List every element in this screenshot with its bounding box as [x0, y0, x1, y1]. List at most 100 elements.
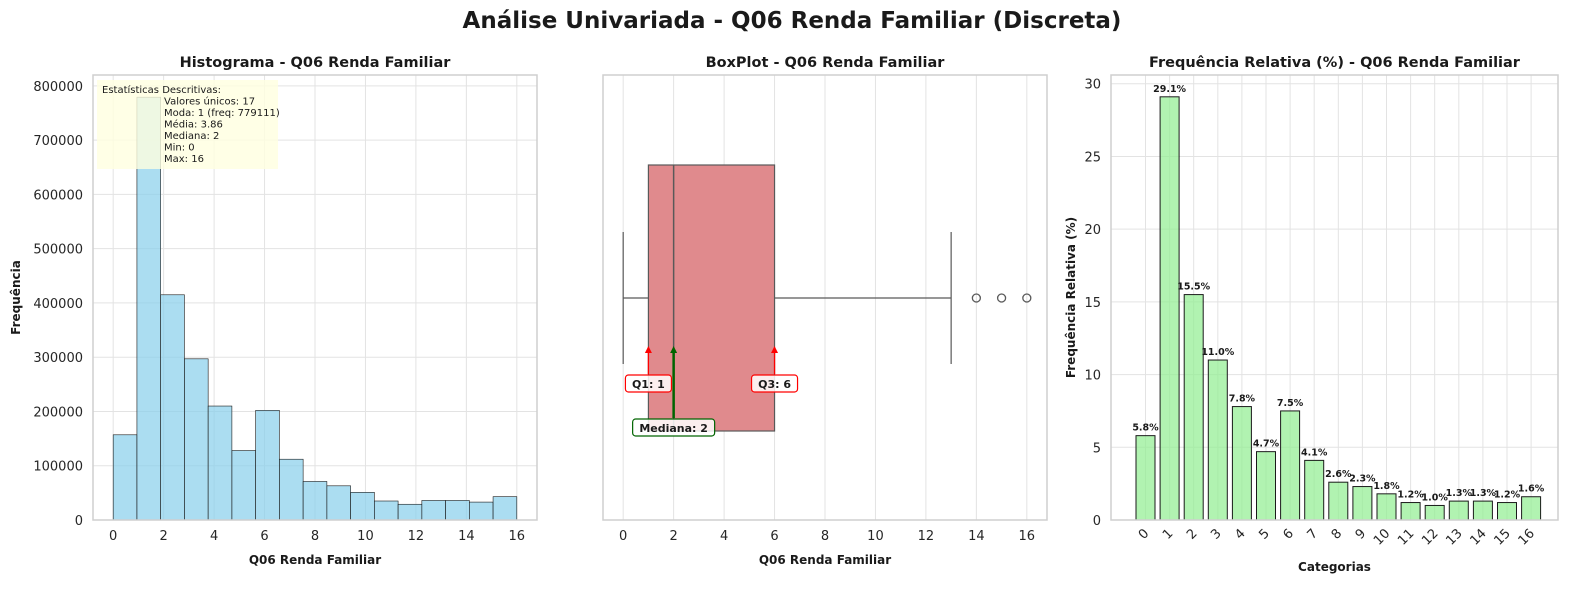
panel-title: Frequência Relativa (%) - Q06 Renda Fami… [1149, 55, 1521, 71]
y-tick-label: 700000 [33, 134, 83, 149]
relative-frequency-panel: 5.8%29.1%15.5%11.0%7.8%4.7%7.5%4.1%2.6%2… [1064, 55, 1559, 574]
x-axis-label: Q06 Renda Familiar [759, 553, 891, 567]
x-tick-label: 16 [1019, 529, 1036, 544]
relative-frequency-bar [1497, 502, 1517, 521]
relative-frequency-bar [1352, 486, 1373, 521]
bar-data-label: 1.6% [1518, 484, 1545, 495]
x-tick-label: 0 [109, 529, 117, 544]
x-tick-label: 1 [1160, 526, 1176, 542]
relative-frequency-bar [1304, 459, 1325, 521]
relative-frequency-bar [1256, 451, 1276, 521]
relative-frequency-bar [1207, 359, 1228, 521]
y-tick-label: 5 [1093, 441, 1101, 456]
bar-data-label: 4.1% [1301, 447, 1328, 458]
histogram-bar [469, 501, 494, 521]
histogram-bar [421, 500, 446, 521]
bar-data-label: 1.8% [1373, 481, 1400, 492]
x-tick-label: 10 [1371, 526, 1393, 548]
stats-box-line: Média: 3.86 [164, 119, 223, 131]
y-tick-label: 20 [1084, 223, 1101, 238]
y-tick-label: 600000 [33, 188, 83, 203]
x-tick-label: 3 [1208, 526, 1224, 542]
x-tick-label: 12 [408, 529, 425, 544]
relative-frequency-bar [1400, 502, 1421, 521]
relative-frequency-bar [1521, 496, 1542, 521]
y-tick-label: 0 [75, 514, 83, 529]
plot-frame [92, 74, 538, 521]
bar-data-label: 1.2% [1397, 490, 1424, 501]
histogram-bar [350, 492, 375, 521]
relative-frequency-bar [1183, 294, 1204, 521]
x-tick-label: 15 [1492, 526, 1514, 548]
stats-box-line: Max: 16 [164, 154, 204, 165]
x-tick-label: 14 [1467, 526, 1489, 548]
median-annotation-arrowhead [670, 346, 678, 353]
y-axis-label: Frequência [9, 260, 23, 335]
bar-data-label: 29.1% [1153, 84, 1186, 95]
stats-box-line: Mediana: 2 [164, 131, 219, 142]
bar-data-label: 7.8% [1229, 394, 1256, 405]
histogram-bar [397, 503, 423, 521]
y-tick-label: 300000 [33, 351, 83, 366]
y-tick-label: 10 [1084, 369, 1101, 384]
x-tick-label: 2 [1184, 526, 1200, 542]
figure-title: Análise Univariada - Q06 Renda Familiar … [463, 8, 1122, 34]
histogram-bar [112, 434, 138, 521]
histogram-bar [445, 500, 470, 521]
outlier-point [971, 293, 982, 303]
bar-data-label: 1.2% [1494, 490, 1521, 501]
x-tick-label: 13 [1443, 526, 1465, 548]
bar-data-label: 2.6% [1325, 469, 1352, 480]
histogram-bar [492, 496, 518, 521]
histogram-bar [302, 481, 328, 521]
x-tick-label: 4 [1232, 526, 1248, 542]
x-tick-label: 12 [918, 529, 935, 544]
stats-box [97, 80, 278, 169]
y-tick-label: 0 [1093, 514, 1101, 529]
outlier-point [996, 293, 1007, 303]
x-tick-label: 0 [1136, 526, 1152, 542]
relative-frequency-bar [1448, 500, 1469, 521]
histogram-bar [255, 410, 280, 521]
relative-frequency-bar [1376, 493, 1397, 521]
x-tick-label: 8 [311, 529, 319, 544]
y-tick-label: 30 [1084, 78, 1101, 93]
bar-data-label: 1.0% [1422, 492, 1449, 503]
x-tick-label: 16 [1516, 526, 1538, 548]
x-tick-label: 6 [1280, 526, 1296, 542]
panel-title: BoxPlot - Q06 Renda Familiar [706, 55, 946, 71]
x-axis-label: Categorias [1298, 560, 1371, 574]
q1-annotation-arrowhead [644, 346, 652, 353]
plot-frame [1110, 74, 1559, 521]
x-tick-label: 0 [619, 529, 627, 544]
x-tick-label: 10 [357, 529, 374, 544]
q1-annotation-label: Q1: 1 [632, 378, 665, 391]
x-tick-label: 7 [1305, 526, 1321, 542]
median-annotation-label: Mediana: 2 [639, 422, 708, 435]
outlier-point [1022, 293, 1032, 303]
relative-frequency-bar [1328, 481, 1349, 521]
y-tick-label: 800000 [33, 80, 83, 95]
histogram-bar [184, 358, 209, 521]
relative-frequency-bar [1472, 500, 1493, 521]
x-axis-label: Q06 Renda Familiar [249, 553, 381, 567]
x-tick-label: 4 [210, 529, 218, 544]
bar-data-label: 15.5% [1177, 282, 1210, 293]
bar-data-label: 7.5% [1277, 398, 1304, 409]
histogram-bar [207, 405, 233, 521]
x-tick-label: 2 [669, 529, 677, 544]
histogram-bar [231, 450, 256, 521]
q3-annotation-arrowhead [771, 346, 779, 353]
boxplot-panel: Q1: 1 Mediana: 2 Q3: 6 0 2 4 6 8 10 12 14 16 BoxPlot… [602, 55, 1048, 567]
stats-box-line: Moda: 1 (freq: 779111) [164, 108, 280, 119]
panel-title: Histograma - Q06 Renda Familiar [180, 55, 452, 71]
y-tick-label: 200000 [33, 405, 83, 420]
bar-data-label: 5.8% [1132, 423, 1159, 434]
x-tick-label: 11 [1395, 526, 1417, 548]
q3-annotation-label: Q3: 6 [758, 378, 791, 391]
x-tick-label: 10 [867, 529, 884, 544]
histogram-bar [326, 485, 351, 521]
y-tick-label: 15 [1084, 296, 1101, 311]
